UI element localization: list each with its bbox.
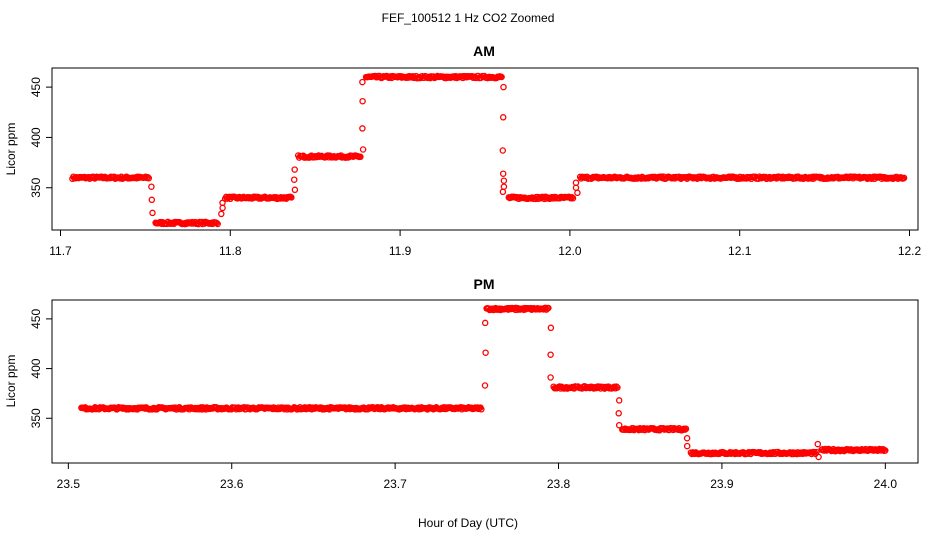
am-data-point <box>500 183 508 190</box>
pm-data-point <box>547 324 555 332</box>
am-data-point <box>498 73 505 81</box>
am-x-tick-label: 11.9 <box>389 244 412 258</box>
am-data-point <box>572 179 580 186</box>
am-y-tick-label: 450 <box>29 77 43 97</box>
am-plot-frame <box>51 67 919 231</box>
pm-data-point <box>547 351 554 358</box>
pm-panel: PM Licor ppm 23.5 23.6 23.7 23.8 23.9 24.0 350… <box>4 276 919 491</box>
am-data-point <box>500 177 508 184</box>
pm-plot-frame <box>51 299 919 464</box>
am-data-point <box>569 194 577 202</box>
pm-data-point <box>478 406 485 413</box>
am-data-point <box>359 97 366 105</box>
pm-data-point <box>615 397 623 404</box>
am-x-tick-label: 12.0 <box>558 244 582 258</box>
pm-panel-title: PM <box>474 276 495 292</box>
am-data-point <box>500 83 507 91</box>
am-y-axis-label: Licor ppm <box>4 123 18 176</box>
pm-y-tick-label: 350 <box>29 408 43 428</box>
pm-x-tick-label: 23.6 <box>220 477 244 491</box>
am-data-point <box>148 196 156 204</box>
pm-data-point <box>547 374 554 381</box>
pm-ticks: 23.5 23.6 23.7 23.8 23.9 24.0 350 400 450 <box>29 309 897 491</box>
pm-points <box>78 304 889 461</box>
am-data-point <box>290 176 298 183</box>
pm-data-point <box>481 382 489 389</box>
am-x-tick-label: 11.7 <box>49 244 72 258</box>
am-data-point <box>145 174 153 182</box>
am-data-point <box>357 153 364 161</box>
am-y-tick-label: 350 <box>29 177 43 197</box>
am-data-point <box>219 204 226 212</box>
am-data-point <box>148 183 155 190</box>
am-data-point <box>574 189 581 197</box>
am-panel-title: AM <box>473 43 495 59</box>
pm-data-point <box>545 304 552 312</box>
pm-x-tick-label: 23.9 <box>710 477 734 491</box>
am-data-point <box>359 78 366 86</box>
am-data-point <box>499 147 507 154</box>
am-x-tick-label: 12.2 <box>898 244 922 258</box>
am-panel: AM Licor ppm 11.7 11.8 11.9 12.0 12.1 12.2 350… <box>4 43 922 258</box>
am-data-point <box>499 188 507 196</box>
am-y-tick-label: 400 <box>29 127 43 147</box>
pm-data-point <box>615 410 622 417</box>
pm-data-point <box>481 319 489 327</box>
pm-data-point <box>614 384 621 391</box>
am-data-point <box>359 146 367 153</box>
pm-x-tick-label: 23.8 <box>547 477 571 491</box>
figure-title: FEF_100512 1 Hz CO2 Zoomed <box>382 11 555 25</box>
pm-data-point <box>814 440 822 448</box>
am-x-tick-label: 12.1 <box>728 244 752 258</box>
pm-data-point <box>615 421 623 429</box>
pm-data-point <box>482 349 489 356</box>
am-data-point <box>144 173 152 181</box>
am-points <box>69 72 908 228</box>
am-data-point <box>900 174 908 182</box>
pm-x-tick-label: 24.0 <box>874 477 898 491</box>
am-data-point <box>567 195 575 202</box>
am-data-point <box>288 194 295 201</box>
pm-data-point <box>682 425 690 433</box>
am-data-point <box>213 219 220 227</box>
pm-data-point <box>882 447 889 454</box>
pm-y-tick-label: 400 <box>29 358 43 378</box>
pm-y-tick-label: 450 <box>29 309 43 329</box>
am-data-point <box>291 186 299 194</box>
am-data-point <box>291 166 298 173</box>
am-data-point <box>499 170 507 177</box>
pm-data-point <box>613 383 620 390</box>
pm-x-tick-label: 23.5 <box>57 477 81 491</box>
pm-data-point <box>815 453 822 461</box>
am-data-point <box>499 114 507 121</box>
am-data-point <box>219 199 226 207</box>
pm-data-point <box>683 434 691 442</box>
pm-y-axis-label: Licor ppm <box>4 355 18 408</box>
pm-data-point <box>683 442 691 450</box>
am-data-point <box>359 125 366 132</box>
am-data-point <box>149 209 156 217</box>
am-data-point <box>568 194 576 201</box>
am-x-tick-label: 11.8 <box>219 244 242 258</box>
am-data-point <box>214 220 221 228</box>
pm-x-tick-label: 23.7 <box>383 477 407 491</box>
am-data-point <box>218 210 225 218</box>
x-axis-label: Hour of Day (UTC) <box>418 516 518 530</box>
am-ticks: 11.7 11.8 11.9 12.0 12.1 12.2 350 400 450 <box>29 77 922 258</box>
